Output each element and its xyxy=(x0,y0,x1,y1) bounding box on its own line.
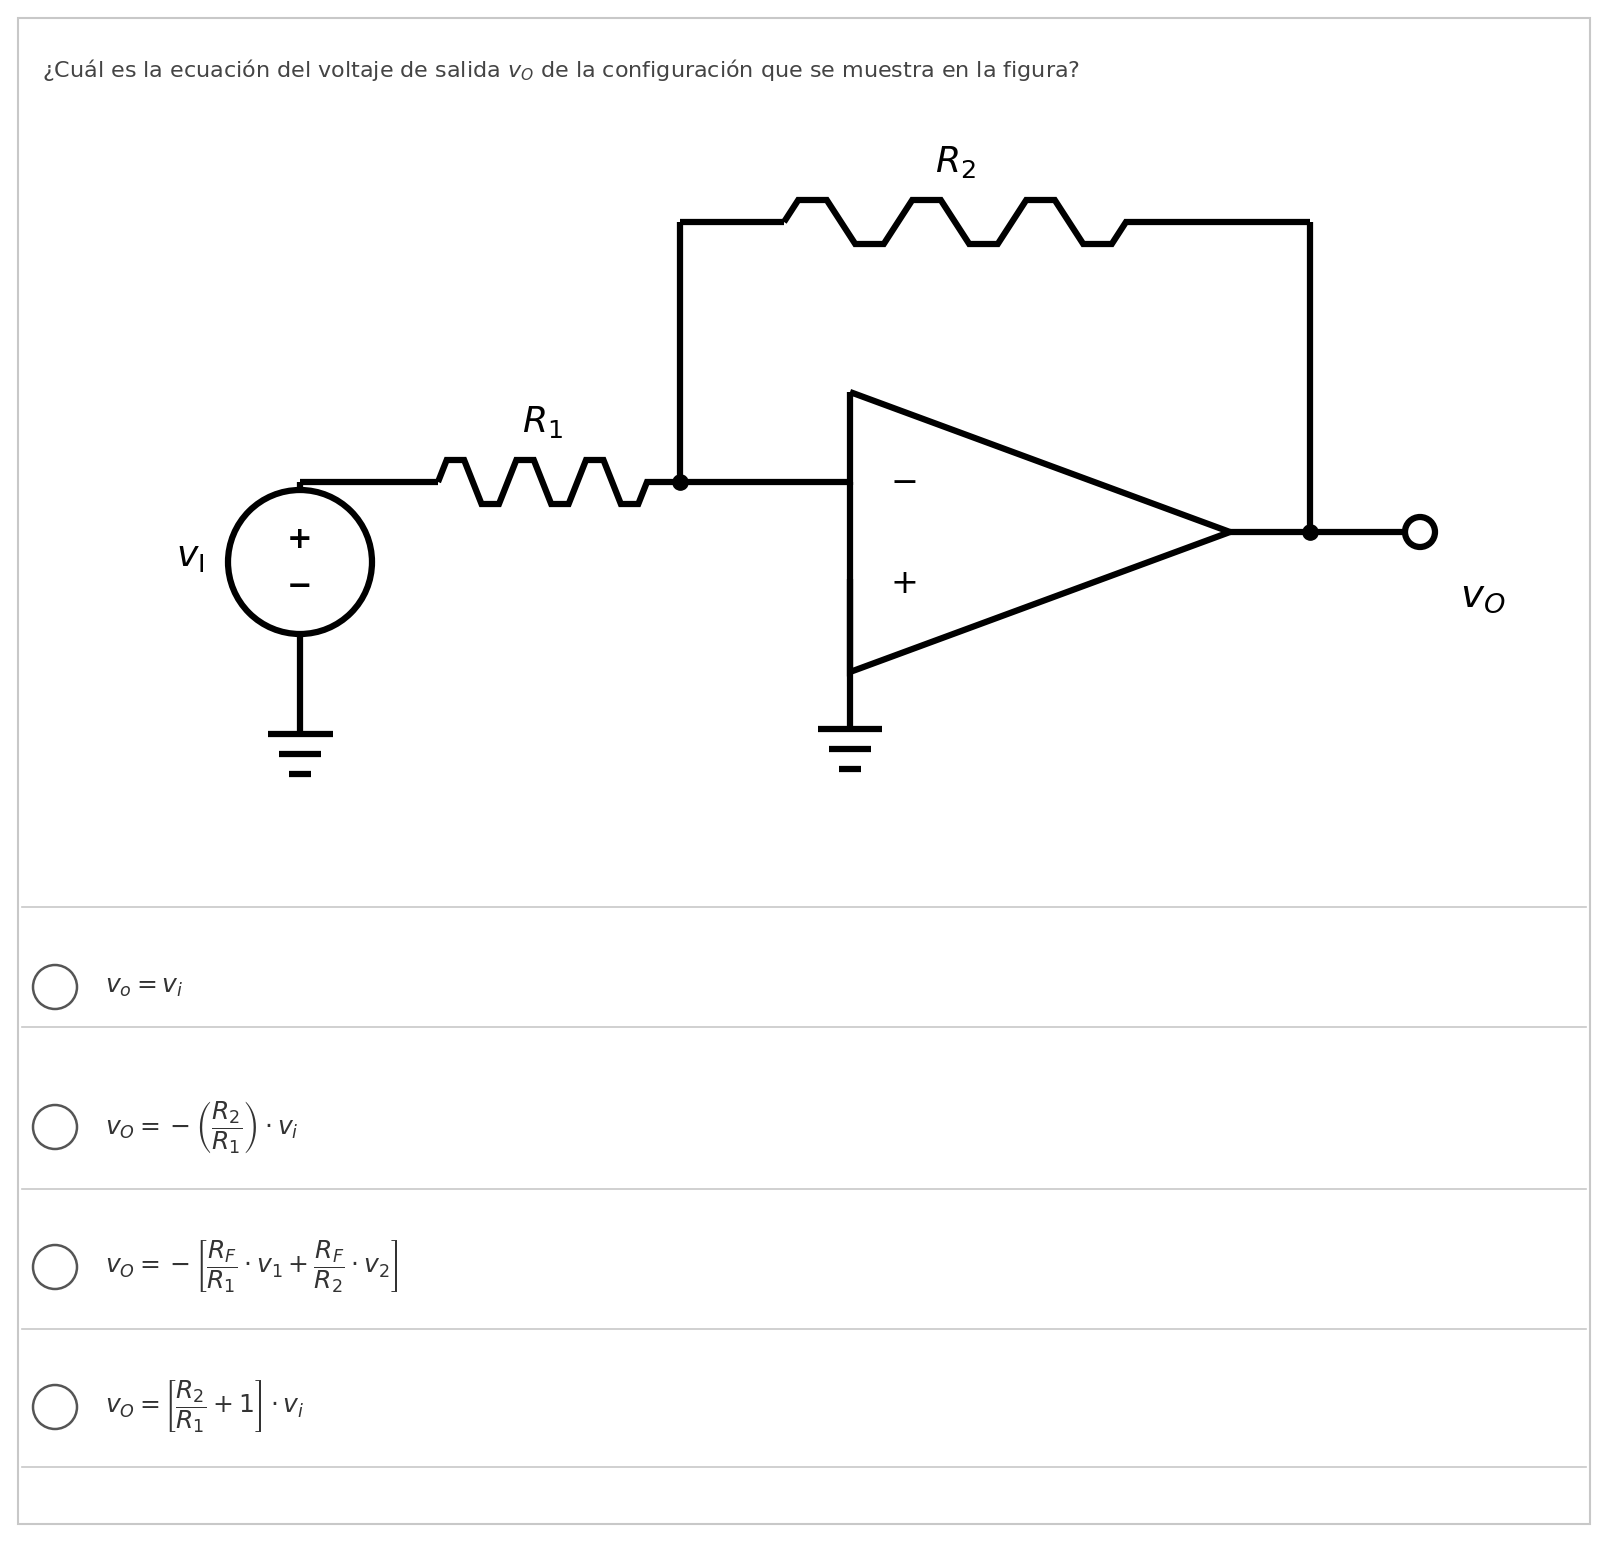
Text: +: + xyxy=(288,526,313,555)
Text: $v_O = -\left(\dfrac{R_2}{R_1}\right) \cdot v_i$: $v_O = -\left(\dfrac{R_2}{R_1}\right) \c… xyxy=(104,1098,299,1155)
Circle shape xyxy=(1405,517,1433,547)
Text: $R_1$: $R_1$ xyxy=(522,404,562,439)
Text: $v_O = \left[\dfrac{R_2}{R_1} + 1\right] \cdot v_i$: $v_O = \left[\dfrac{R_2}{R_1} + 1\right]… xyxy=(104,1379,304,1436)
Text: ¿Cuál es la ecuación del voltaje de salida $v_O$ de la configuración que se mues: ¿Cuál es la ecuación del voltaje de sali… xyxy=(42,57,1080,83)
Text: $+$: $+$ xyxy=(889,567,916,600)
Text: −: − xyxy=(288,572,312,601)
Text: $v_\mathrm{I}$: $v_\mathrm{I}$ xyxy=(175,540,204,574)
Text: $v_o = v_i$: $v_o = v_i$ xyxy=(104,975,183,999)
Text: $-$: $-$ xyxy=(889,464,916,497)
Text: $v_O = -\left[\dfrac{R_F}{R_1} \cdot v_1 + \dfrac{R_F}{R_2} \cdot v_2\right]$: $v_O = -\left[\dfrac{R_F}{R_1} \cdot v_1… xyxy=(104,1238,399,1295)
Text: $v_O$: $v_O$ xyxy=(1459,577,1504,615)
Text: $R_2$: $R_2$ xyxy=(934,143,975,180)
